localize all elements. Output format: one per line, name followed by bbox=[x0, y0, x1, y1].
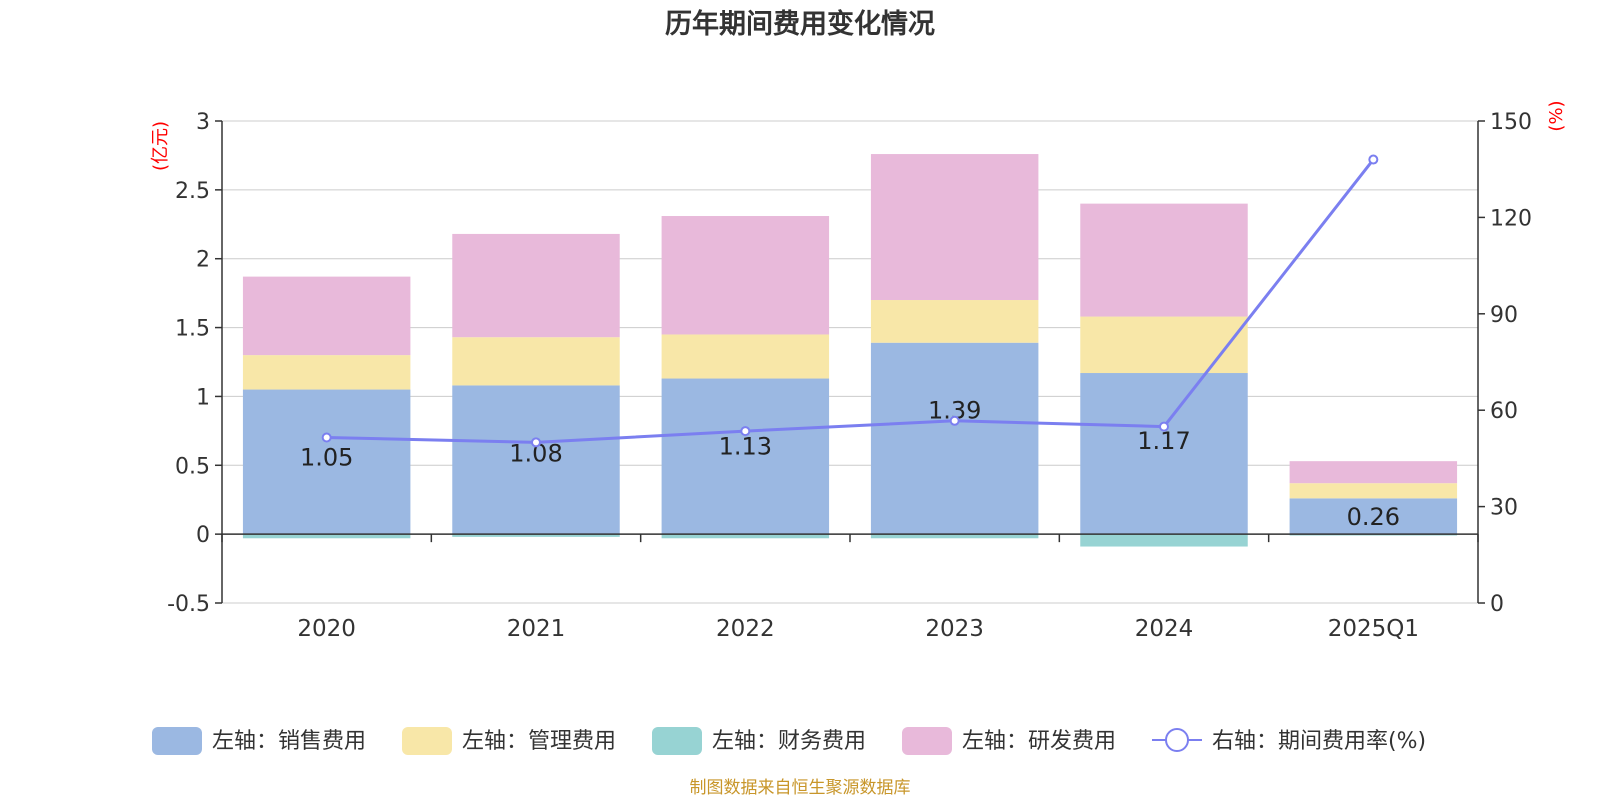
bar-3-2022 bbox=[661, 534, 830, 539]
bar-2-2024 bbox=[1080, 316, 1248, 374]
line-point-2020 bbox=[321, 432, 332, 443]
legend-swatch bbox=[402, 727, 452, 755]
data-label: 1.05 bbox=[300, 444, 353, 472]
legend-label: 左轴：销售费用 bbox=[212, 729, 366, 754]
legend-swatch bbox=[652, 727, 702, 755]
bar-2-2023 bbox=[870, 300, 1039, 343]
right-tick-label: 0 bbox=[1490, 592, 1504, 617]
bar-1-2021 bbox=[452, 385, 620, 535]
legend-label: 左轴：研发费用 bbox=[962, 729, 1116, 754]
bar-2-2022 bbox=[661, 334, 830, 379]
bar-2-2021 bbox=[452, 337, 620, 386]
left-tick-label: 0 bbox=[196, 523, 210, 548]
bar-1-2023 bbox=[870, 342, 1039, 535]
right-axis-unit: (%) bbox=[1546, 100, 1567, 131]
bar-4-2020 bbox=[242, 276, 411, 356]
bar-4-2025Q1 bbox=[1289, 461, 1458, 484]
bar-3-2024 bbox=[1080, 534, 1248, 547]
right-tick-label: 150 bbox=[1490, 110, 1532, 135]
bar-4-2024 bbox=[1080, 203, 1248, 317]
left-tick-label: 2 bbox=[196, 248, 210, 273]
line-point-2024 bbox=[1159, 421, 1169, 432]
bar-3-2023 bbox=[870, 534, 1039, 539]
left-tick-label: 1 bbox=[196, 385, 210, 410]
source-note: 制图数据来自恒生聚源数据库 bbox=[690, 778, 911, 798]
data-label: 1.17 bbox=[1137, 427, 1190, 455]
bar-1-2022 bbox=[661, 378, 830, 535]
bar-3-2020 bbox=[242, 534, 411, 539]
x-tick-label: 2020 bbox=[297, 616, 356, 642]
line-point-2022 bbox=[740, 426, 751, 437]
line-point-2023 bbox=[949, 415, 960, 426]
x-tick-label: 2024 bbox=[1135, 616, 1194, 642]
line-point-2025Q1 bbox=[1368, 154, 1379, 165]
bar-3-2021 bbox=[452, 534, 620, 537]
data-label: 0.26 bbox=[1347, 503, 1400, 531]
bar-2-2025Q1 bbox=[1289, 483, 1458, 499]
bar-4-2021 bbox=[452, 233, 620, 338]
x-tick-label: 2025Q1 bbox=[1328, 616, 1419, 642]
legend-marker bbox=[1165, 728, 1189, 752]
left-tick-label: 1.5 bbox=[175, 317, 210, 342]
left-tick-label: 0.5 bbox=[175, 454, 210, 479]
line-point-2021 bbox=[531, 437, 541, 448]
bar-2-2020 bbox=[242, 355, 411, 390]
x-tick-label: 2021 bbox=[507, 616, 566, 642]
left-tick-label: -0.5 bbox=[167, 592, 210, 617]
right-tick-label: 90 bbox=[1490, 303, 1518, 328]
legend-label: 右轴：期间费用率(%) bbox=[1212, 729, 1426, 754]
chart-title: 历年期间费用变化情况 bbox=[665, 8, 935, 40]
right-tick-label: 120 bbox=[1490, 206, 1532, 231]
bar-4-2022 bbox=[661, 216, 830, 335]
left-tick-label: 2.5 bbox=[175, 179, 210, 204]
legend-label: 左轴：财务费用 bbox=[712, 729, 866, 754]
x-tick-label: 2023 bbox=[925, 616, 984, 642]
bar-1-2020 bbox=[242, 389, 411, 535]
x-tick-label: 2022 bbox=[716, 616, 775, 642]
legend-swatch bbox=[152, 727, 202, 755]
left-tick-label: 3 bbox=[196, 110, 210, 135]
line-series bbox=[326, 158, 1375, 444]
right-tick-label: 60 bbox=[1490, 399, 1518, 424]
right-tick-label: 30 bbox=[1490, 496, 1518, 521]
bar-4-2023 bbox=[870, 154, 1039, 301]
legend-swatch bbox=[902, 727, 952, 755]
bar-1-2024 bbox=[1080, 373, 1248, 535]
left-axis-unit: (亿元) bbox=[150, 121, 171, 171]
legend-label: 左轴：管理费用 bbox=[462, 729, 616, 754]
bar-1-2025Q1 bbox=[1289, 498, 1458, 535]
data-label: 1.13 bbox=[719, 433, 772, 461]
